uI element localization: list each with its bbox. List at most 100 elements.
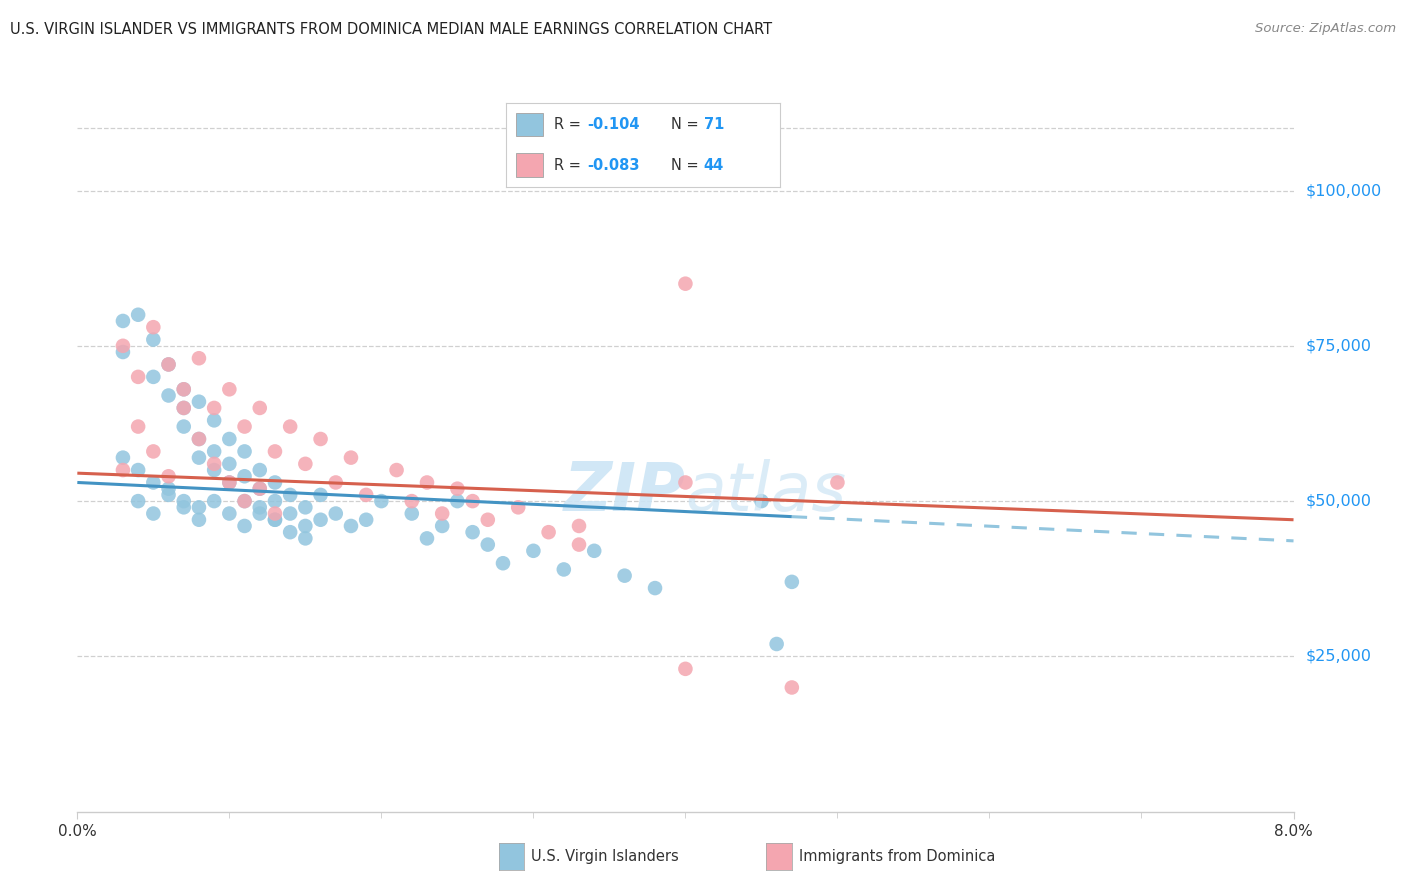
Point xyxy=(233,444,256,458)
Point xyxy=(188,432,211,446)
Point xyxy=(340,519,363,533)
Point xyxy=(264,513,287,527)
Point xyxy=(568,538,591,552)
Point xyxy=(233,419,256,434)
Point xyxy=(111,314,134,328)
Point xyxy=(430,519,453,533)
Point xyxy=(127,463,149,477)
Text: N =: N = xyxy=(671,158,703,173)
Point xyxy=(249,401,271,415)
Point xyxy=(111,339,134,353)
Point xyxy=(157,469,180,483)
Point xyxy=(508,500,530,515)
Point xyxy=(218,507,240,521)
Point xyxy=(142,507,165,521)
Point xyxy=(644,581,666,595)
Text: N =: N = xyxy=(671,117,703,132)
Point xyxy=(675,662,697,676)
Point xyxy=(111,345,134,359)
Point xyxy=(264,513,287,527)
Point xyxy=(142,444,165,458)
Point xyxy=(446,482,468,496)
Text: R =: R = xyxy=(554,117,586,132)
Point xyxy=(233,519,256,533)
Point xyxy=(142,333,165,347)
Point xyxy=(173,382,195,396)
Text: U.S. VIRGIN ISLANDER VS IMMIGRANTS FROM DOMINICA MEDIAN MALE EARNINGS CORRELATIO: U.S. VIRGIN ISLANDER VS IMMIGRANTS FROM … xyxy=(10,22,772,37)
Point xyxy=(264,475,287,490)
Point xyxy=(127,369,149,384)
Text: Source: ZipAtlas.com: Source: ZipAtlas.com xyxy=(1256,22,1396,36)
Point xyxy=(354,488,377,502)
Point xyxy=(233,494,256,508)
Point xyxy=(188,432,211,446)
Point xyxy=(522,543,544,558)
Point xyxy=(202,413,225,427)
Point xyxy=(309,432,332,446)
Point xyxy=(325,475,347,490)
Point xyxy=(537,525,560,540)
Point xyxy=(218,475,240,490)
Point xyxy=(385,463,408,477)
Point xyxy=(827,475,849,490)
Text: -0.083: -0.083 xyxy=(588,158,640,173)
Point xyxy=(309,488,332,502)
Point xyxy=(264,444,287,458)
Point xyxy=(325,507,347,521)
Point xyxy=(553,562,575,576)
Point xyxy=(173,382,195,396)
Text: R =: R = xyxy=(554,158,586,173)
Text: -0.104: -0.104 xyxy=(588,117,640,132)
Point xyxy=(249,507,271,521)
Bar xyxy=(516,153,543,178)
Point xyxy=(218,475,240,490)
Point xyxy=(401,494,423,508)
Point xyxy=(278,525,301,540)
Point xyxy=(142,475,165,490)
Point xyxy=(416,532,439,546)
Point xyxy=(264,494,287,508)
Text: 44: 44 xyxy=(703,158,724,173)
Text: 71: 71 xyxy=(703,117,724,132)
Point xyxy=(218,432,240,446)
Point xyxy=(446,494,468,508)
Point xyxy=(780,681,803,695)
Point xyxy=(157,388,180,402)
Point xyxy=(202,401,225,415)
Point xyxy=(157,488,180,502)
Text: ZIP: ZIP xyxy=(564,458,686,524)
Point xyxy=(111,450,134,465)
Point xyxy=(173,401,195,415)
Point xyxy=(249,500,271,515)
Point xyxy=(218,457,240,471)
Point xyxy=(354,513,377,527)
Bar xyxy=(516,112,543,136)
Point xyxy=(278,488,301,502)
Point xyxy=(294,500,316,515)
Point xyxy=(583,543,606,558)
Point xyxy=(430,507,453,521)
Point xyxy=(249,482,271,496)
Point xyxy=(461,525,484,540)
Text: $25,000: $25,000 xyxy=(1306,648,1372,664)
Point xyxy=(202,494,225,508)
Point xyxy=(157,482,180,496)
Point xyxy=(294,457,316,471)
Point xyxy=(278,419,301,434)
Point xyxy=(765,637,787,651)
Point xyxy=(613,568,636,582)
Point xyxy=(401,507,423,521)
Point xyxy=(188,513,211,527)
Point xyxy=(675,475,697,490)
Point xyxy=(202,444,225,458)
Point xyxy=(675,277,697,291)
Point xyxy=(188,394,211,409)
Point xyxy=(751,494,773,508)
Point xyxy=(202,463,225,477)
Point xyxy=(111,463,134,477)
Point xyxy=(233,469,256,483)
Text: atlas: atlas xyxy=(686,458,846,524)
Point xyxy=(568,519,591,533)
Point xyxy=(188,351,211,366)
Point xyxy=(157,358,180,372)
